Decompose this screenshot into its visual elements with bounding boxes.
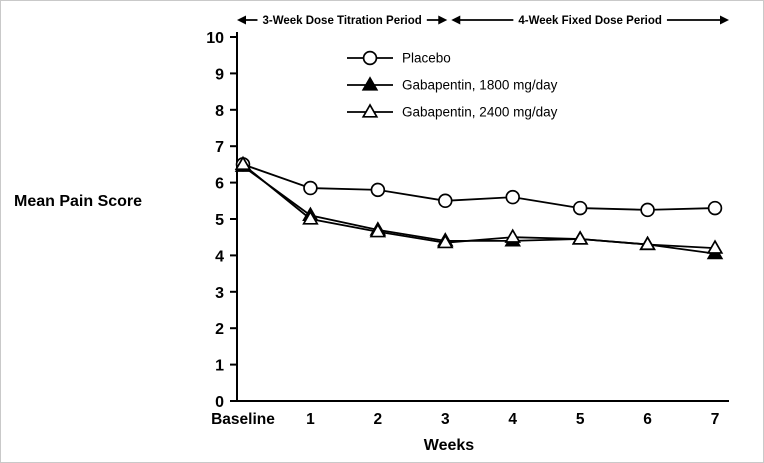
- x-tick-label: 4: [508, 411, 517, 428]
- x-axis-title: Weeks: [424, 437, 475, 454]
- y-tick-label: 4: [215, 248, 224, 265]
- arrowhead-left-icon: [237, 15, 246, 25]
- annotation-label: 3-Week Dose Titration Period: [262, 15, 421, 27]
- x-tick-label: 1: [306, 411, 315, 428]
- y-tick-label: 10: [206, 30, 224, 47]
- y-tick-label: 9: [215, 66, 224, 83]
- x-tick-label: 7: [711, 411, 720, 428]
- annotation-3-week-dose-titration-period: 3-Week Dose Titration Period: [237, 14, 448, 28]
- legend-label: Gabapentin, 2400 mg/day: [402, 105, 558, 120]
- annotation-label-bg: [513, 14, 667, 28]
- legend-item-gabapentin-1800-mg-day: Gabapentin, 1800 mg/day: [347, 76, 558, 93]
- triangle-open-marker: [504, 228, 521, 243]
- arrowhead-right-icon: [438, 15, 448, 25]
- circle-open-marker: [707, 200, 723, 216]
- legend: Placebo Gabapentin, 1800 mg/day Gabapentin…: [347, 51, 558, 120]
- y-tick-label: 2: [215, 321, 224, 338]
- y-tick-label: 1: [215, 358, 224, 375]
- arrowhead-right-icon: [720, 15, 729, 25]
- x-tick-label: 5: [576, 411, 585, 428]
- placebo-series: [235, 157, 723, 218]
- gabapentin-2400-mg-day-series: [234, 155, 724, 254]
- x-tick-label: 2: [374, 411, 383, 428]
- y-tick-label: 8: [215, 103, 224, 120]
- triangle-open-marker: [302, 210, 319, 225]
- circle-open-marker: [640, 202, 655, 218]
- triangle-open-marker: [234, 155, 252, 171]
- circle-open-marker: [438, 193, 453, 209]
- x-tick-label: 3: [441, 411, 450, 428]
- annotation-4-week-fixed-dose-period: 4-Week Fixed Dose Period: [451, 14, 729, 28]
- series: [234, 155, 724, 260]
- annotation-label-bg: [257, 14, 427, 28]
- circle-open-marker: [505, 189, 520, 205]
- x-tick-label: 6: [643, 411, 652, 428]
- triangle-open-marker: [571, 230, 589, 245]
- circle-open-marker: [362, 50, 378, 66]
- annotation-label: 4-Week Fixed Dose Period: [518, 15, 662, 27]
- y-tick-label: 6: [215, 176, 224, 193]
- legend-item-placebo: Placebo: [347, 51, 451, 66]
- axes: 0 1 2 3 4 5 6 7 8 9 10 Baseline 1 2 3 4 5 6 7 Mean Pain Sco…: [14, 30, 729, 454]
- period-annotations: 3-Week Dose Titration Period 4-Week Fixed…: [237, 14, 729, 28]
- series-line: [242, 163, 716, 250]
- triangle-filled-marker: [361, 76, 379, 91]
- y-axis-title: Mean Pain Score: [14, 193, 142, 210]
- circle-open-marker: [370, 182, 386, 198]
- series-line: [242, 163, 716, 211]
- circle-open-marker: [303, 180, 318, 196]
- triangle-open-marker: [369, 223, 387, 238]
- circle-open-marker: [572, 200, 588, 216]
- legend-item-gabapentin-2400-mg-day: Gabapentin, 2400 mg/day: [347, 103, 558, 120]
- arrowhead-left-icon: [451, 15, 461, 25]
- triangle-open-marker: [437, 233, 454, 249]
- triangle-open-marker: [639, 235, 656, 251]
- y-tick-label: 3: [215, 285, 224, 302]
- legend-label: Gabapentin, 1800 mg/day: [402, 78, 558, 93]
- y-tick-label: 5: [215, 212, 224, 229]
- triangle-open-marker: [361, 103, 379, 118]
- x-tick-label: Baseline: [211, 411, 275, 428]
- y-tick-label: 0: [215, 394, 224, 411]
- y-tick-label: 7: [215, 139, 224, 156]
- legend-label: Placebo: [402, 51, 451, 66]
- triangle-open-marker: [706, 239, 724, 254]
